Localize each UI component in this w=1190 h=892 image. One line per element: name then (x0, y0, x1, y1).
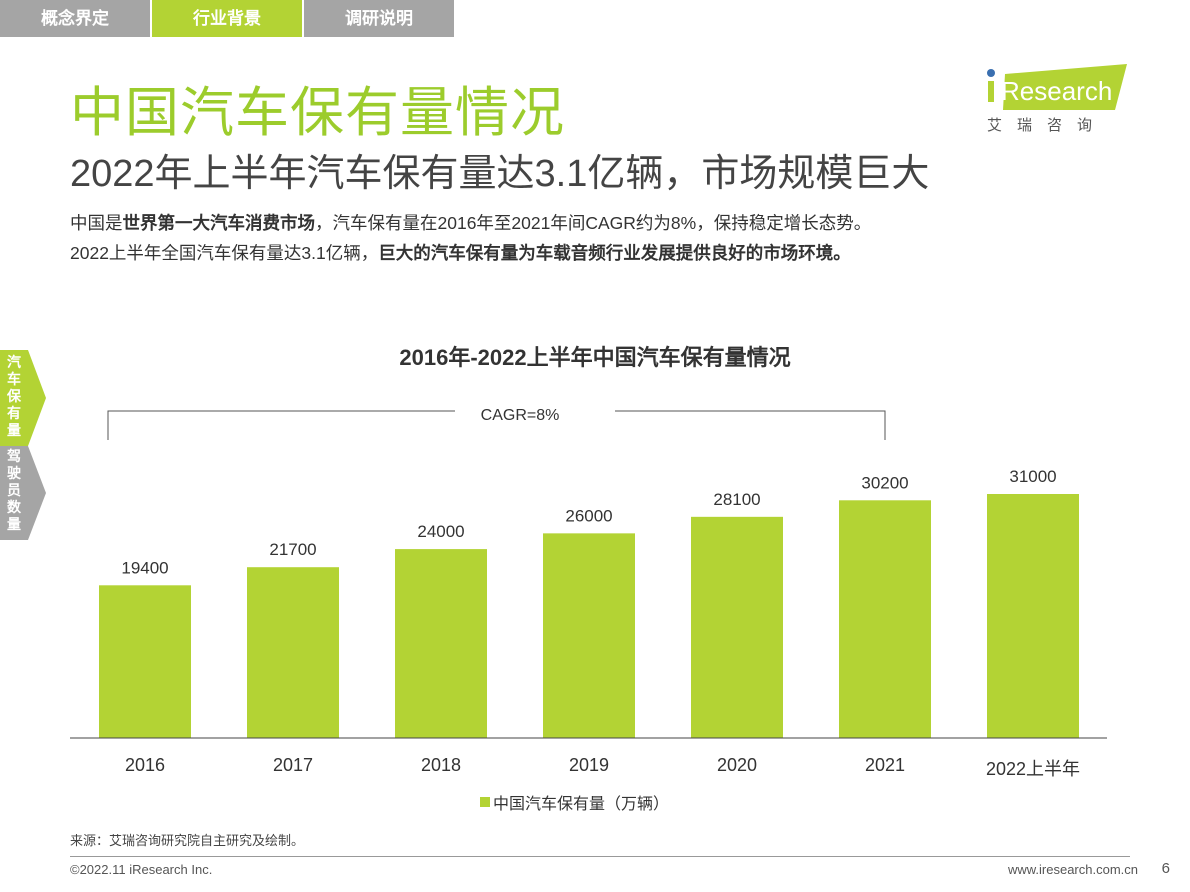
website-link[interactable]: www.iresearch.com.cn (1007, 862, 1138, 877)
data-label: 28100 (713, 490, 760, 509)
iresearch-logo: Research 艾瑞咨询 (985, 62, 1135, 137)
bar-chart: CAGR=8% 19400 2016 21700 2017 24000 2018 26000… (70, 407, 1107, 813)
page-title: 中国汽车保有量情况 (70, 83, 565, 143)
source-note: 来源：艾瑞咨询研究院自主研究及绘制。 (70, 833, 305, 848)
cagr-label: CAGR=8% (481, 407, 560, 424)
description-line-2: 2022上半年全国汽车保有量达3.1亿辆，巨大的汽车保有量为车载音频行业发展提供… (70, 240, 851, 265)
chart-title: 2016年-2022上半年中国汽车保有量情况 (399, 345, 791, 370)
side-tab-driver-count[interactable]: 驾驶员数量 (7, 448, 21, 532)
side-tab-car-ownership[interactable]: 汽车保有量 (7, 354, 21, 438)
bar-2022上半年 (987, 494, 1079, 738)
data-label: 19400 (121, 558, 168, 577)
text: 2022上半年全国汽车保有量达3.1亿辆， (70, 243, 379, 263)
data-label: 30200 (861, 473, 908, 492)
text: 中国是 (70, 213, 123, 233)
side-tab-bg[interactable] (0, 446, 46, 540)
data-label: 26000 (565, 506, 612, 525)
data-label: 31000 (1009, 467, 1056, 486)
bar-2019 (543, 533, 635, 738)
side-tab-shapes (0, 350, 46, 540)
text-bold: 巨大的汽车保有量为车载音频行业发展提供良好的市场环境。 (378, 243, 851, 263)
bar-2017 (247, 567, 339, 738)
x-tick-label: 2021 (865, 755, 905, 775)
svg-text:Research: Research (1001, 76, 1112, 106)
x-tick-label: 2018 (421, 755, 461, 775)
tab-industry-background[interactable]: 行业背景 (152, 0, 302, 37)
x-tick-label: 2019 (569, 755, 609, 775)
page-number: 6 (1161, 860, 1170, 877)
description-line-1: 中国是世界第一大汽车消费市场，汽车保有量在2016年至2021年间CAGR约为8… (70, 210, 871, 235)
legend-label: 中国汽车保有量（万辆） (493, 795, 669, 813)
data-label: 21700 (269, 540, 316, 559)
svg-text:艾瑞咨询: 艾瑞咨询 (987, 117, 1107, 134)
text: ，汽车保有量在2016年至2021年间CAGR约为8%，保持稳定增长态势。 (315, 213, 872, 233)
bar-2018 (395, 549, 487, 738)
bar-2020 (691, 516, 783, 738)
x-tick-label: 2017 (273, 755, 313, 775)
x-tick-label: 2016 (125, 755, 165, 775)
legend-swatch (480, 797, 490, 807)
text-bold: 世界第一大汽车消费市场 (122, 213, 316, 233)
tab-concept[interactable]: 概念界定 (0, 0, 150, 37)
x-tick-label: 2022上半年 (986, 759, 1080, 779)
x-tick-label: 2020 (717, 755, 757, 775)
footer-divider (70, 856, 1130, 857)
side-tab-active-bg[interactable] (0, 350, 46, 446)
bar-2016 (99, 585, 191, 738)
data-label: 24000 (417, 522, 464, 541)
tab-research-notes[interactable]: 调研说明 (304, 0, 454, 37)
copyright: ©2022.11 iResearch Inc. (70, 862, 213, 877)
page-subtitle: 2022年上半年汽车保有量达3.1亿辆，市场规模巨大 (70, 153, 930, 195)
bar-2021 (839, 500, 931, 738)
cagr-bracket: CAGR=8% (107, 407, 886, 440)
